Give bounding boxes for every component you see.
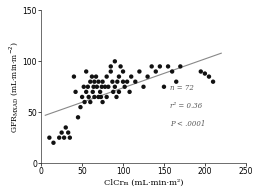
Point — [105, 95, 109, 99]
Point — [137, 70, 141, 73]
Point — [109, 65, 113, 68]
Point — [106, 85, 110, 88]
Point — [60, 131, 64, 134]
Point — [62, 136, 66, 139]
Point — [100, 85, 104, 88]
Point — [141, 85, 146, 88]
Point — [109, 70, 113, 73]
Point — [162, 85, 166, 88]
Point — [79, 106, 83, 109]
Point — [95, 85, 99, 88]
Point — [80, 95, 84, 99]
Point — [96, 80, 101, 83]
Point — [84, 90, 88, 94]
Point — [82, 100, 87, 104]
Point — [87, 95, 91, 99]
Point — [170, 70, 174, 73]
Point — [51, 141, 56, 144]
Point — [119, 65, 123, 68]
Point — [82, 85, 86, 88]
Point — [101, 100, 105, 104]
Point — [76, 116, 80, 119]
Point — [123, 85, 127, 88]
X-axis label: ClCrₘ (mL·min·m²): ClCrₘ (mL·min·m²) — [104, 179, 183, 187]
Point — [113, 60, 117, 63]
Point — [74, 90, 78, 94]
Point — [150, 65, 154, 68]
Point — [92, 95, 96, 99]
Point — [110, 80, 114, 83]
Point — [66, 131, 70, 134]
Point — [121, 80, 125, 83]
Point — [154, 70, 158, 73]
Point — [105, 75, 109, 78]
Point — [103, 85, 107, 88]
Point — [111, 90, 115, 94]
Point — [146, 75, 150, 78]
Point — [114, 95, 119, 99]
Point — [199, 70, 203, 73]
Point — [64, 126, 68, 129]
Point — [57, 136, 61, 139]
Point — [94, 75, 98, 78]
Text: P < .0001: P < .0001 — [170, 120, 205, 128]
Point — [158, 65, 162, 68]
Point — [203, 72, 207, 75]
Point — [68, 136, 72, 139]
Point — [133, 80, 137, 83]
Point — [117, 90, 121, 94]
Point — [91, 90, 95, 94]
Point — [178, 65, 183, 68]
Point — [88, 80, 92, 83]
Point — [99, 95, 103, 99]
Point — [174, 80, 178, 83]
Point — [125, 80, 129, 83]
Point — [211, 80, 215, 83]
Point — [92, 85, 96, 88]
Point — [166, 65, 170, 68]
Point — [47, 136, 51, 139]
Point — [129, 75, 133, 78]
Point — [86, 85, 90, 88]
Point — [117, 75, 121, 78]
Point — [207, 75, 211, 78]
Point — [127, 90, 132, 94]
Point — [101, 80, 105, 83]
Point — [121, 70, 125, 73]
Point — [84, 70, 88, 73]
Point — [92, 80, 96, 83]
Point — [98, 90, 102, 94]
Point — [115, 80, 119, 83]
Y-axis label: $\mathregular{GFR_{MXAD}}$ (mL·min·m$^{-2}$): $\mathregular{GFR_{MXAD}}$ (mL·min·m$^{-… — [7, 41, 20, 133]
Point — [90, 75, 94, 78]
Point — [113, 85, 117, 88]
Text: n = 72: n = 72 — [170, 84, 194, 92]
Point — [96, 95, 101, 99]
Point — [88, 100, 92, 104]
Point — [72, 75, 76, 78]
Text: r² = 0.36: r² = 0.36 — [170, 102, 202, 110]
